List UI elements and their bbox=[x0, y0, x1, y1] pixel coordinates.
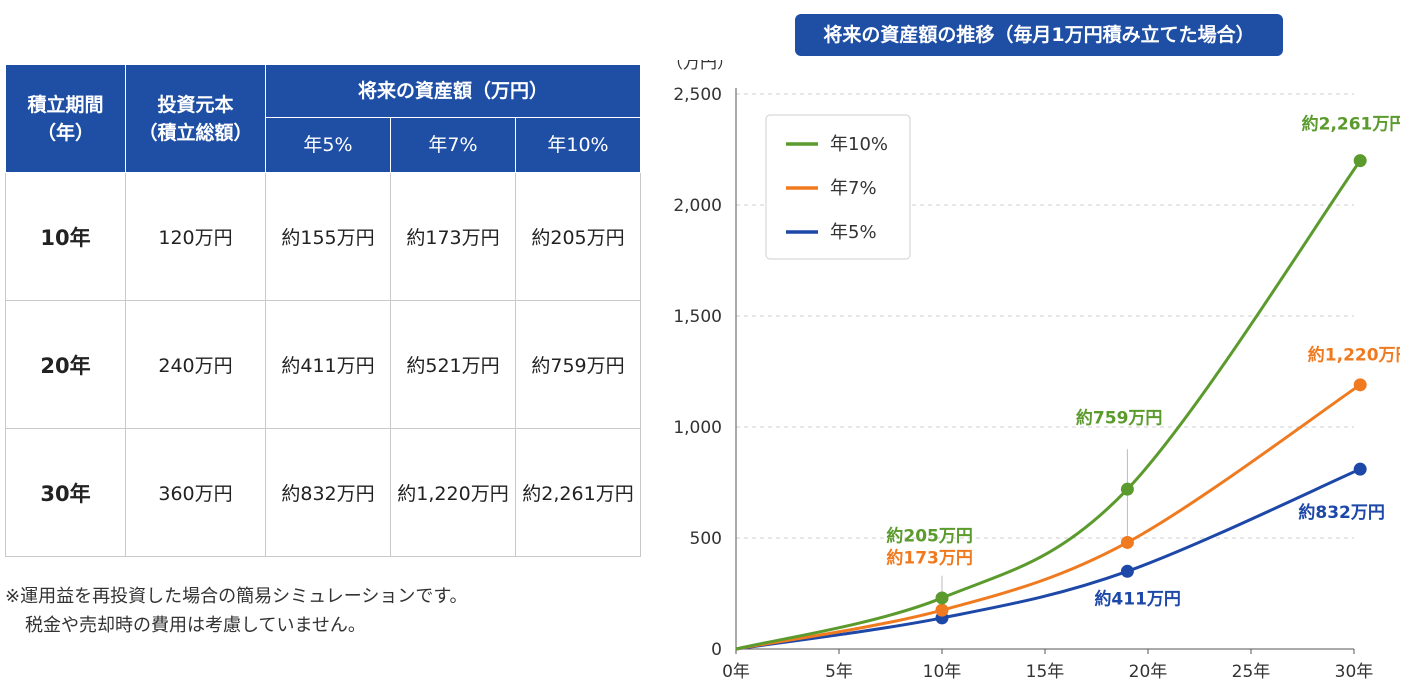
series-marker bbox=[1353, 462, 1367, 476]
header-future-value: 将来の資産額（万円） bbox=[265, 64, 641, 118]
x-tick-label: 5年 bbox=[825, 662, 853, 682]
chart-title: 将来の資産額の推移（毎月1万円積み立てた場合） bbox=[795, 14, 1283, 56]
axes: 0 500 1,000 1,500 2,000 2,500 0年 5年 10年 15年 20年 25年… bbox=[673, 85, 1373, 682]
table-row: 10年 120万円 約155万円 約173万円 約205万円 bbox=[5, 172, 641, 301]
y-axis-unit: （万円） bbox=[666, 60, 734, 73]
header-rate-5: 年5% bbox=[265, 117, 391, 173]
data-label: 約759万円 bbox=[1076, 408, 1163, 429]
footnote-line-1: ※運用益を再投資した場合の簡易シミュレーションです。 bbox=[5, 586, 468, 607]
series-marker bbox=[935, 591, 949, 605]
x-tick-label: 10年 bbox=[923, 662, 962, 682]
header-principal-line1: 投資元本 bbox=[157, 93, 234, 116]
cell-rate-10: 約205万円 bbox=[515, 172, 641, 301]
series-marker bbox=[935, 603, 949, 617]
data-label: 約2,261万円 bbox=[1302, 114, 1400, 135]
header-period: 積立期間 （年） bbox=[5, 64, 126, 173]
series-marker bbox=[1353, 378, 1367, 392]
cell-principal: 360万円 bbox=[125, 428, 266, 557]
x-tick-label: 25年 bbox=[1232, 662, 1271, 682]
data-label: 約1,220万円 bbox=[1308, 344, 1400, 365]
simulation-table: 積立期間 （年） 投資元本 （積立総額） 将来の資産額（万円） 年5% 年7% … bbox=[5, 64, 641, 557]
cell-principal: 240万円 bbox=[125, 300, 266, 429]
header-period-line2: （年） bbox=[36, 121, 94, 144]
data-label: 約173万円 bbox=[886, 548, 973, 569]
cell-period: 30年 bbox=[5, 428, 126, 557]
series-marker bbox=[1120, 535, 1134, 549]
grid-lines bbox=[736, 93, 1354, 539]
cell-rate-10: 約759万円 bbox=[515, 300, 641, 429]
series-marker bbox=[1120, 482, 1134, 496]
cell-rate-5: 約832万円 bbox=[265, 428, 391, 557]
x-tick-label: 30年 bbox=[1335, 662, 1374, 682]
series-line bbox=[735, 467, 1361, 651]
footnote: ※運用益を再投資した場合の簡易シミュレーションです。 税金や売却時の費用は考慮し… bbox=[5, 582, 468, 640]
series-lines bbox=[735, 159, 1362, 651]
cell-period: 10年 bbox=[5, 172, 126, 301]
simulation-table-container: 積立期間 （年） 投資元本 （積立総額） 将来の資産額（万円） 年5% 年7% … bbox=[5, 64, 641, 557]
footnote-line-2: 税金や売却時の費用は考慮していません。 bbox=[25, 615, 366, 636]
y-tick-label: 500 bbox=[690, 529, 722, 549]
x-tick-label: 15年 bbox=[1026, 662, 1065, 682]
legend-label: 年7% bbox=[830, 178, 877, 199]
line-chart: （万円） 0 500 1,000 1,500 2,000 2,500 0年 5年 10年 15年 2… bbox=[666, 60, 1400, 682]
y-tick-label: 1,000 bbox=[673, 418, 722, 438]
legend-box bbox=[765, 114, 911, 260]
y-tick-label: 2,000 bbox=[673, 196, 722, 216]
y-tick-label: 2,500 bbox=[673, 85, 722, 105]
x-tick-label: 20年 bbox=[1129, 662, 1168, 682]
series-marker bbox=[1353, 154, 1367, 168]
header-rate-7: 年7% bbox=[390, 117, 516, 173]
series-markers bbox=[935, 154, 1367, 625]
cell-rate-5: 約411万円 bbox=[265, 300, 391, 429]
x-tick-label: 0年 bbox=[722, 662, 750, 682]
header-period-line1: 積立期間 bbox=[27, 93, 104, 116]
legend-label: 年5% bbox=[830, 222, 877, 243]
table-row: 30年 360万円 約832万円 約1,220万円 約2,261万円 bbox=[5, 428, 641, 557]
data-label: 約205万円 bbox=[886, 525, 973, 546]
header-principal-line2: （積立総額） bbox=[138, 121, 253, 144]
data-label: 約411万円 bbox=[1094, 589, 1181, 610]
guide-lines bbox=[941, 449, 1128, 596]
cell-period: 20年 bbox=[5, 300, 126, 429]
y-tick-label: 0 bbox=[711, 640, 722, 660]
cell-rate-7: 約1,220万円 bbox=[390, 428, 516, 557]
table-row: 20年 240万円 約411万円 約521万円 約759万円 bbox=[5, 300, 641, 429]
series-marker bbox=[1120, 564, 1134, 578]
cell-rate-5: 約155万円 bbox=[265, 172, 391, 301]
legend-label: 年10% bbox=[830, 134, 888, 155]
header-principal: 投資元本 （積立総額） bbox=[125, 64, 266, 173]
cell-rate-7: 約173万円 bbox=[390, 172, 516, 301]
series-line bbox=[735, 159, 1362, 651]
legend: 年10% 年7% 年5% bbox=[765, 114, 911, 260]
data-label: 約832万円 bbox=[1298, 502, 1385, 523]
header-rate-10: 年10% bbox=[515, 117, 641, 173]
cell-principal: 120万円 bbox=[125, 172, 266, 301]
y-tick-label: 1,500 bbox=[673, 307, 722, 327]
cell-rate-10: 約2,261万円 bbox=[515, 428, 641, 557]
cell-rate-7: 約521万円 bbox=[390, 300, 516, 429]
series-line bbox=[735, 383, 1362, 651]
